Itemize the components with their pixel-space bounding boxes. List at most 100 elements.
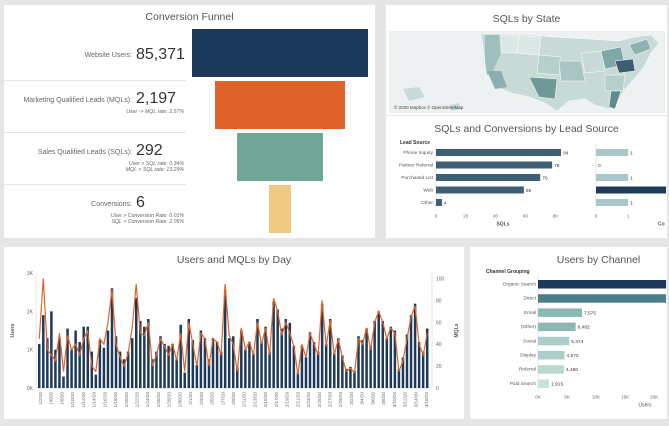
sql-axis-tick: 80 — [553, 214, 559, 219]
channel-bar — [538, 379, 550, 388]
mqls-axis-tick: 100 — [436, 276, 445, 282]
lead-source-label: Other — [421, 200, 433, 206]
users-bar — [417, 342, 421, 388]
conv-axis-tick: 1 — [627, 214, 630, 219]
users-bar — [381, 320, 385, 388]
users-bar — [264, 326, 267, 388]
date-tick: 2/1/20 — [188, 392, 193, 405]
channel-bar — [538, 365, 565, 374]
date-tick: 1/8/20 — [59, 392, 64, 405]
users-bar — [227, 338, 231, 388]
users-bar — [187, 319, 191, 388]
funnel-bar[interactable] — [236, 133, 324, 181]
mqls-axis-tick: 20 — [436, 364, 442, 370]
date-tick: 3/4/20 — [360, 392, 365, 405]
channel-label: (Other) — [521, 324, 537, 330]
conversion-value: 1 — [630, 176, 633, 182]
date-tick: 3/16/20 — [424, 392, 429, 408]
users-bar — [54, 349, 57, 388]
mqls-axis-tick: 80 — [436, 298, 442, 304]
lead-source-panel: SQLs and Conversions by Lead Source Lead… — [386, 116, 667, 238]
users-bar — [236, 366, 239, 388]
users-bar — [199, 330, 203, 388]
date-tick: 3/6/20 — [370, 392, 375, 405]
date-tick: 3/14/20 — [413, 392, 418, 408]
users-bar — [328, 319, 332, 388]
users-bar — [74, 330, 77, 388]
date-tick: 2/25/20 — [317, 392, 322, 408]
users-by-channel-title: Users by Channel — [556, 254, 641, 266]
funnel-label: Marketing Qualified Leads (MQLs): — [23, 97, 132, 104]
sql-bar — [436, 174, 541, 181]
channel-bar — [538, 322, 576, 332]
users-bar — [183, 372, 186, 388]
users-bar — [421, 351, 425, 388]
channel-axis-tick: 20K — [650, 395, 659, 400]
users-axis-tick: 3K — [27, 271, 34, 277]
users-bar — [357, 336, 360, 388]
channel-label: Email — [524, 310, 536, 316]
sql-bar — [436, 149, 562, 156]
users-bar — [90, 351, 94, 388]
users-bar — [272, 301, 275, 388]
users-bar — [58, 338, 61, 388]
users-bar — [337, 338, 340, 388]
users-bar — [252, 353, 255, 388]
users-bar — [397, 368, 401, 388]
funnel-bar[interactable] — [269, 185, 291, 233]
users-bar — [130, 338, 134, 388]
users-bar — [118, 351, 122, 388]
channel-bar — [538, 294, 667, 303]
users-bar — [353, 370, 356, 388]
sql-value: 78 — [554, 163, 560, 169]
users-by-channel-chart: Organic SearchDirect34,520Email7,575(Oth… — [503, 274, 667, 409]
users-bar — [240, 330, 243, 388]
lead-source-label: Partner Referral — [399, 163, 433, 169]
users-bar — [223, 290, 227, 388]
users-bar — [280, 328, 283, 388]
sql-axis-tick: 40 — [493, 214, 499, 219]
lead-source-chart: Phone Inquiry 84 1 Partner Referral 78 0 Purch… — [399, 143, 666, 228]
map-attribution: © 2020 Mapbox © OpenStreetMap — [394, 105, 464, 110]
sql-axis-title: SQLs — [496, 222, 509, 228]
date-tick: 2/11/20 — [242, 392, 247, 407]
users-bar — [377, 311, 380, 388]
channel-bar — [538, 351, 565, 360]
us-map[interactable] — [389, 31, 665, 113]
funnel-value: 85,371 — [136, 46, 185, 63]
channel-axis-tick: 5K — [564, 395, 571, 400]
funnel-label: Conversions: — [91, 201, 132, 208]
date-tick: 1/12/20 — [81, 392, 86, 408]
channel-axis-tick: 10K — [592, 395, 601, 400]
funnel-bar[interactable] — [192, 29, 368, 77]
date-tick: 2/19/20 — [285, 392, 290, 408]
sql-axis-tick: 60 — [523, 214, 529, 219]
users-bar — [312, 342, 316, 388]
users-bar — [219, 351, 223, 388]
users-bar — [151, 359, 154, 388]
date-tick: 1/14/20 — [92, 392, 97, 408]
date-tick: 2/15/20 — [263, 392, 268, 408]
users-bar — [163, 343, 166, 388]
mqls-axis-tick: 0 — [436, 386, 439, 392]
sqls-by-state-panel: SQLs by State © 2020 Mapbox © OpenStreet… — [386, 5, 667, 115]
users-bar — [385, 338, 389, 388]
users-bar — [361, 340, 364, 388]
conversion-value: 1 — [630, 201, 633, 207]
date-tick: 1/30/20 — [177, 392, 182, 408]
channel-axis-tick: 15K — [621, 395, 630, 400]
sql-value: 70 — [542, 176, 548, 182]
users-bar — [300, 345, 304, 388]
users-mqls-by-day-panel: Users and MQLs by Day 3K 2K 1K 0K 100 80 60 40 2… — [4, 247, 464, 419]
funnel-value: 292 — [136, 142, 163, 159]
date-tick: 2/9/20 — [231, 392, 236, 405]
date-tick: 1/18/20 — [113, 392, 118, 408]
users-bar — [171, 343, 174, 388]
funnel-bar[interactable] — [214, 81, 346, 129]
users-bar — [276, 309, 279, 388]
channel-label: Display — [520, 353, 536, 359]
funnel-rate: SQL > Conversion Rate: 2.05% — [111, 219, 184, 225]
date-tick: 1/22/20 — [135, 392, 140, 408]
channel-value: 5,374 — [571, 339, 583, 345]
users-bar — [191, 340, 195, 388]
